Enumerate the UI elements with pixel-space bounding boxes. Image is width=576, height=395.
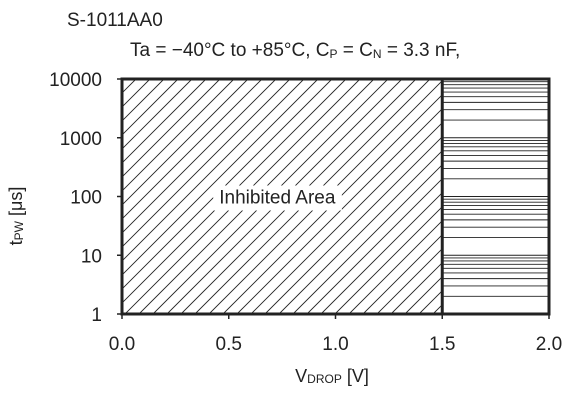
region-label: Inhibited Area (219, 188, 336, 209)
hatch-line (362, 234, 443, 314)
y-tick-label: 1 (91, 305, 102, 326)
hatch-line (278, 150, 443, 314)
hatch-line (250, 122, 443, 314)
hatch-line (122, 79, 221, 178)
y-axis-ticks: 1 10 100 1000 10000 (49, 70, 122, 326)
hatch-line (122, 79, 165, 122)
hatch-line (390, 262, 443, 314)
y-tick-label: 1000 (60, 129, 102, 150)
hatch-line (122, 79, 207, 164)
hatch-line (122, 79, 235, 192)
chart-subtitle: Ta = −40°C to +85°C, CP = CN = 3.3 nF, (130, 40, 460, 61)
hatch-line (122, 79, 179, 136)
hatch-line (122, 79, 291, 248)
x-tick-label: 1.5 (429, 334, 455, 355)
hatch-line (334, 206, 443, 314)
x-tick-label: 1.0 (322, 334, 348, 355)
hatch-line (122, 79, 193, 150)
hatch-line (376, 248, 443, 314)
hatch-line (306, 178, 443, 314)
chart-title: S-1011AA0 (67, 10, 163, 31)
x-axis-ticks: 0.0 0.5 1.0 1.5 2.0 (109, 314, 562, 355)
hatch-line (320, 192, 443, 314)
hatch-line (348, 220, 443, 314)
hatch-line (292, 164, 443, 314)
hatch-line (122, 79, 249, 206)
x-tick-label: 2.0 (536, 334, 562, 355)
hatch-line (122, 79, 277, 234)
region-label-background (213, 185, 342, 211)
y-tick-label: 10 (81, 246, 102, 267)
hatch-line (122, 79, 305, 262)
y-axis-label: tPW [μs] (6, 187, 26, 246)
x-tick-label: 0.0 (109, 334, 135, 355)
y-tick-label: 100 (70, 188, 102, 209)
hatch-line (264, 136, 443, 314)
x-tick-label: 0.5 (216, 334, 242, 355)
x-axis-label: VDROP [V] (295, 366, 369, 386)
hatch-line (236, 108, 443, 314)
hatch-line (122, 79, 263, 220)
right-region-lines (442, 81, 549, 297)
y-tick-label: 10000 (49, 70, 102, 91)
